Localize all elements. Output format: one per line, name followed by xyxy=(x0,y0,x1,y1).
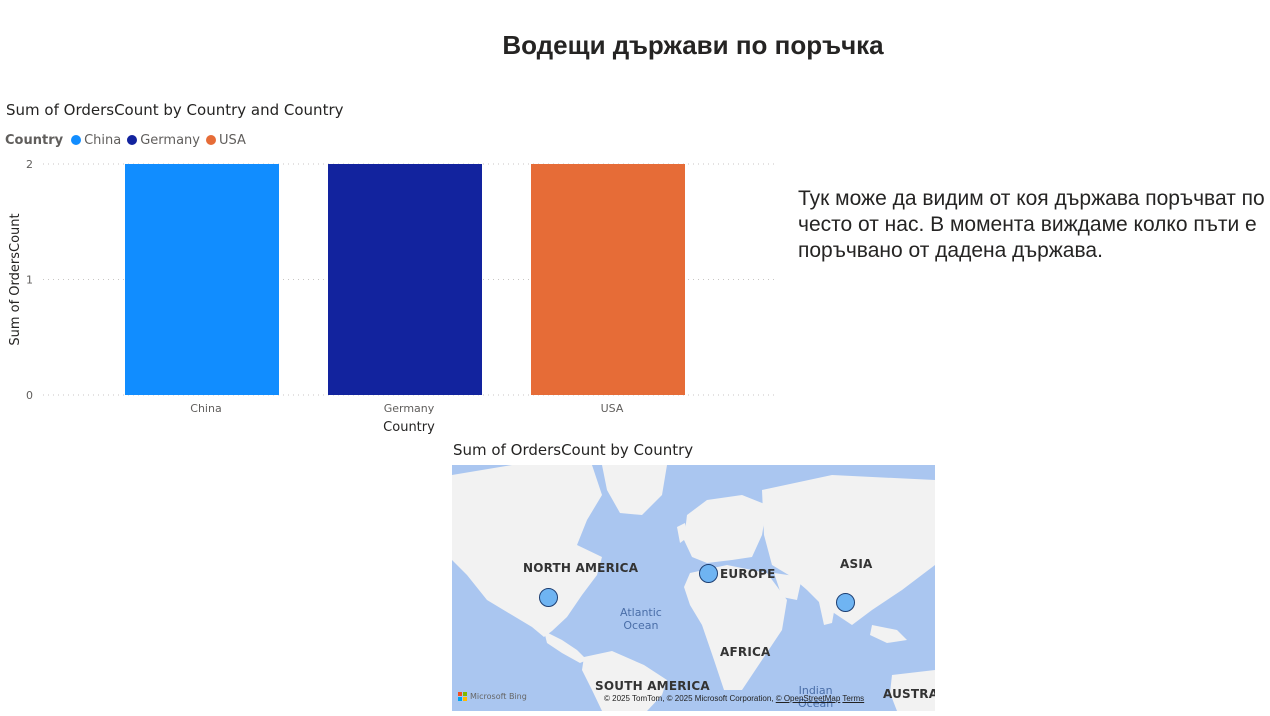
bar-china[interactable] xyxy=(125,164,279,395)
microsoft-bing-logo: Microsoft Bing xyxy=(458,692,527,701)
x-axis-label: Country xyxy=(383,420,435,435)
y-tick-label: 1 xyxy=(26,274,33,287)
y-tick-label: 2 xyxy=(26,158,33,171)
legend-label: USA xyxy=(219,132,246,148)
continent-label: ASIA xyxy=(840,557,873,571)
legend-item-usa[interactable]: USA xyxy=(206,133,246,148)
bar-chart: 0 1 2 China Germany USA Country Sum of OrdersCo… xyxy=(8,158,776,435)
bar-germany[interactable] xyxy=(328,164,482,395)
world-map-background xyxy=(452,465,935,711)
legend-marker-icon xyxy=(71,135,82,145)
y-axis-label: Sum of OrdersCount xyxy=(8,213,23,345)
continent-label: EUROPE xyxy=(720,567,776,581)
ocean-label: Atlantic Ocean xyxy=(620,606,662,632)
continent-label: AUSTRAL xyxy=(883,687,935,701)
continent-label: AFRICA xyxy=(720,645,771,659)
x-tick-label: USA xyxy=(601,402,624,415)
legend-label: Germany xyxy=(140,132,200,148)
page-title: Водещи държави по поръчка xyxy=(502,30,884,60)
ocean-label: Indian Ocean xyxy=(798,684,834,710)
map-visual[interactable]: NORTH AMERICA EUROPE ASIA AFRICA SOUTH A… xyxy=(452,465,935,711)
bing-logo-text: Microsoft Bing xyxy=(470,692,527,701)
legend-item-germany[interactable]: Germany xyxy=(127,133,200,148)
terms-link[interactable]: Terms xyxy=(842,694,865,703)
map-attribution: © 2025 TomTom, © 2025 Microsoft Corporat… xyxy=(604,694,864,703)
chart-legend: Country China Germany USA xyxy=(5,132,252,148)
openstreetmap-link[interactable]: © OpenStreetMap xyxy=(775,694,841,703)
legend-marker-icon xyxy=(206,135,216,145)
x-tick-label: Germany xyxy=(384,402,435,415)
bar-usa[interactable] xyxy=(531,164,685,395)
map-bubble-usa[interactable] xyxy=(539,588,558,607)
narrative-text: Тук може да видим от коя държава поръчва… xyxy=(798,187,1265,262)
continent-label: SOUTH AMERICA xyxy=(595,679,710,693)
map-title: Sum of OrdersCount by Country xyxy=(453,441,694,459)
attribution-text: © 2025 TomTom, © 2025 Microsoft Corporat… xyxy=(604,694,776,703)
continent-label: NORTH AMERICA xyxy=(523,561,639,575)
map-bubble-china[interactable] xyxy=(836,593,855,612)
bar-chart-title: Sum of OrdersCount by Country and Countr… xyxy=(6,101,344,119)
y-tick-label: 0 xyxy=(26,389,33,402)
legend-title: Country xyxy=(5,132,64,148)
x-tick-label: China xyxy=(190,402,221,415)
legend-label: China xyxy=(84,132,122,148)
microsoft-logo-icon xyxy=(458,692,467,701)
legend-marker-icon xyxy=(127,135,138,145)
legend-item-china[interactable]: China xyxy=(71,133,121,148)
map-bubble-germany[interactable] xyxy=(699,564,718,583)
